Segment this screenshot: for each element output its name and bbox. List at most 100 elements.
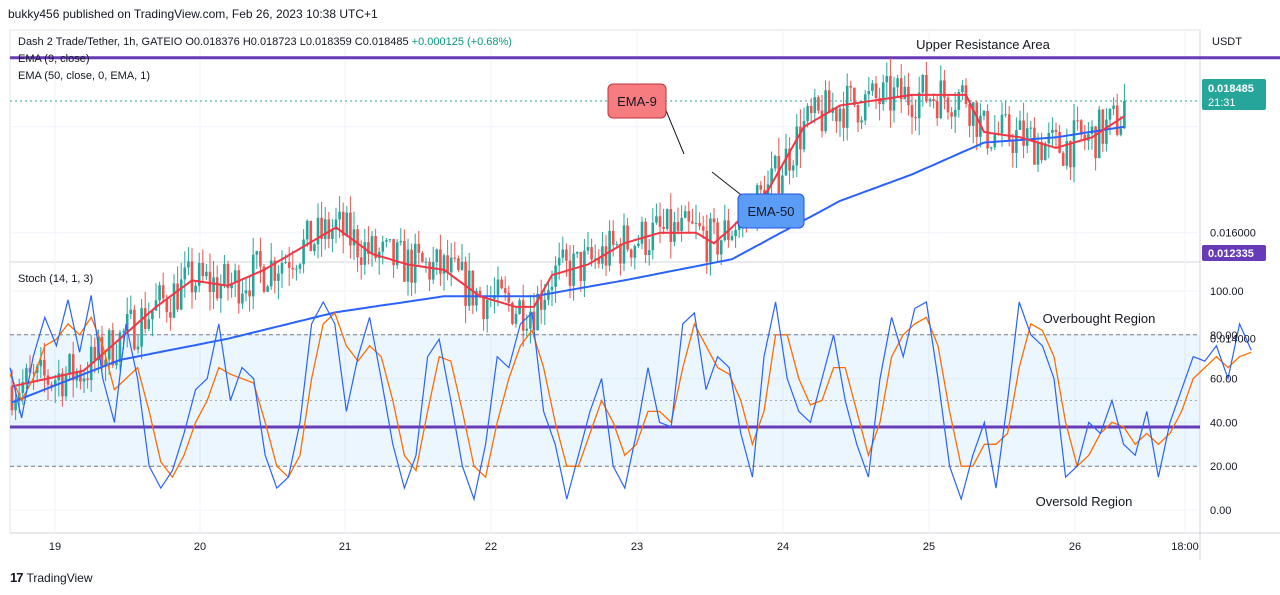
ema50-legend[interactable]: EMA (50, close, 0, EMA, 1) <box>18 70 151 82</box>
overbought-annotation: Overbought Region <box>1043 311 1156 326</box>
candle-body <box>190 261 194 293</box>
candle-body <box>986 111 989 149</box>
candle-body <box>179 279 183 310</box>
candle-body <box>46 375 50 385</box>
candle-body <box>687 211 691 222</box>
candle-body <box>1101 109 1105 144</box>
candle-body <box>781 175 784 194</box>
candle-body <box>230 283 233 289</box>
candle-body <box>442 255 446 274</box>
candle-body <box>482 297 485 320</box>
candle-body <box>759 185 763 190</box>
candle-body <box>388 239 392 241</box>
candle-body <box>158 285 161 301</box>
candle-body <box>359 257 363 265</box>
symbol-name: Dash 2 Trade/Tether, 1h, GATEIO <box>18 36 183 48</box>
ema9-line <box>11 93 1125 388</box>
candle-body <box>1072 120 1076 168</box>
ema9-legend[interactable]: EMA (9, close) <box>18 53 90 65</box>
candle-body <box>1079 120 1083 135</box>
candle-body <box>406 249 410 282</box>
candle-body <box>313 244 316 252</box>
candle-body <box>320 217 323 239</box>
candle-body <box>233 270 237 284</box>
candle-body <box>338 211 341 220</box>
candle-body <box>403 241 406 282</box>
candle-body <box>334 219 338 230</box>
candle-body <box>968 104 971 126</box>
candle-body <box>471 270 475 306</box>
candle-body <box>25 368 28 382</box>
candle-body <box>863 94 867 121</box>
candle-body <box>241 293 244 304</box>
candle-body <box>511 302 514 324</box>
candle-body <box>273 260 277 281</box>
candle-body <box>961 85 964 93</box>
candle-body <box>147 319 151 329</box>
candle-body <box>349 212 352 246</box>
candle-body <box>640 221 644 244</box>
candle-body <box>107 330 111 360</box>
candle-body <box>341 211 345 236</box>
candle-body <box>410 249 413 283</box>
candle-body <box>838 108 842 122</box>
candle-body <box>262 266 266 292</box>
candle-body <box>608 230 611 266</box>
candle-body <box>122 331 125 333</box>
tradingview-logo[interactable]: 17 TradingView <box>10 570 93 585</box>
candle-body <box>575 252 579 254</box>
candle-body <box>683 211 687 218</box>
candle-body <box>269 260 273 287</box>
symbol-legend[interactable]: Dash 2 Trade/Tether, 1h, GATEIO O0.01837… <box>18 36 512 48</box>
candle-body <box>644 221 647 255</box>
candle-body <box>719 240 723 255</box>
candle-body <box>921 74 925 93</box>
candle-body <box>788 148 791 171</box>
candle-body <box>1004 114 1007 116</box>
candle-body <box>277 273 280 281</box>
candle-body <box>784 148 788 176</box>
candle-body <box>572 253 575 286</box>
candle-body <box>1119 128 1123 135</box>
candle-body <box>93 346 97 361</box>
candle-body <box>323 219 327 239</box>
candle-body <box>971 102 975 126</box>
candle-body <box>532 311 536 331</box>
candle-body <box>925 74 928 102</box>
price-grid <box>10 126 1200 234</box>
candle-body <box>374 236 377 259</box>
ema50-callout[interactable]: EMA-50 <box>711 171 805 229</box>
candle-body <box>183 267 187 280</box>
candle-body <box>827 90 831 113</box>
candle-body <box>701 226 705 231</box>
candle-body <box>1090 126 1094 134</box>
candle-body <box>197 263 201 286</box>
time-tick-label: 23 <box>631 541 643 553</box>
stoch-tick-label: 60.00 <box>1210 374 1238 386</box>
candle-body <box>543 299 547 310</box>
candle-body <box>118 332 122 363</box>
candle-body <box>853 87 856 106</box>
candle-body <box>496 279 500 296</box>
candle-body <box>655 216 658 223</box>
candle-body <box>777 155 781 194</box>
candle-body <box>248 290 251 297</box>
candle-body <box>1094 126 1097 159</box>
candle-body <box>460 261 464 270</box>
candle-body <box>529 311 532 329</box>
candle-body <box>773 155 777 169</box>
candle-body <box>903 86 907 100</box>
candle-body <box>590 247 593 260</box>
candle-body <box>1018 120 1022 130</box>
candle-body <box>172 283 176 318</box>
ema9-callout[interactable]: EMA-9 <box>607 83 685 155</box>
time-tick-label: 22 <box>485 541 497 553</box>
time-grid <box>54 30 1186 533</box>
support-price-value: 0.012335 <box>1208 248 1254 260</box>
candle-body <box>169 312 172 318</box>
candle-body <box>712 218 716 223</box>
candle-body <box>799 126 802 150</box>
time-axis-ticks: 19 20 21 22 23 24 25 26 18:00 <box>49 541 1199 553</box>
stoch-legend[interactable]: Stoch (14, 1, 3) <box>18 273 94 285</box>
